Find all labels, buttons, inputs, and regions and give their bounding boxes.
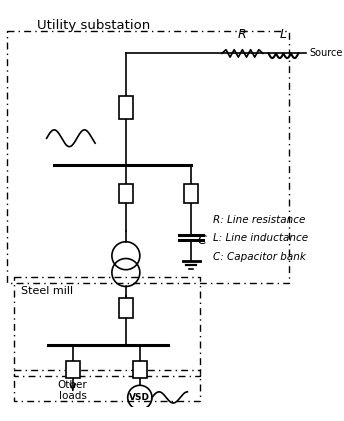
Bar (184, 184, 198, 203)
Text: C: C (198, 234, 206, 247)
Text: Other
loads: Other loads (58, 380, 88, 401)
Bar (119, 184, 133, 203)
Text: VSD: VSD (129, 393, 150, 402)
Bar (66, 361, 80, 378)
Bar (119, 96, 133, 119)
Text: Source: Source (310, 48, 343, 59)
Text: R: R (238, 28, 247, 41)
Text: L: L (280, 28, 287, 41)
Text: L: Line inductance: L: Line inductance (213, 233, 308, 243)
Text: Steel mill: Steel mill (21, 286, 73, 296)
Bar (119, 298, 133, 318)
Bar (133, 361, 147, 378)
Text: Utility substation: Utility substation (36, 19, 150, 32)
Text: R: Line resistance: R: Line resistance (213, 215, 305, 225)
Text: C: Capacitor bank: C: Capacitor bank (213, 252, 305, 262)
